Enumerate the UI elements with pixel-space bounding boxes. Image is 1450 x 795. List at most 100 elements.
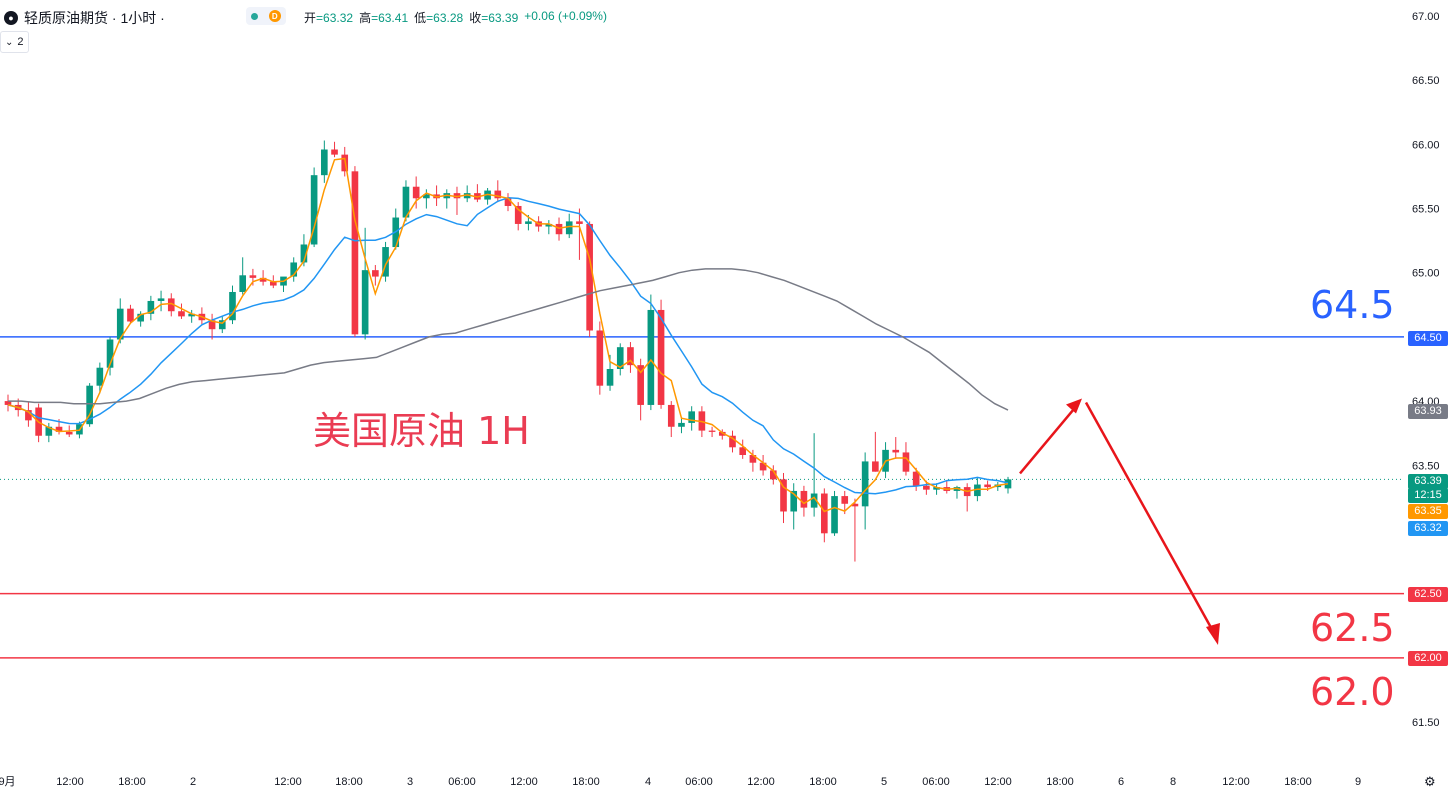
candle-body xyxy=(984,484,991,488)
x-tick-label: 18:00 xyxy=(335,776,363,788)
y-tick-label: 67.00 xyxy=(1412,11,1440,23)
support1-label: 62.5 xyxy=(1310,606,1395,650)
data-badge: D xyxy=(268,10,281,22)
candle-body xyxy=(769,470,777,480)
candle-body xyxy=(45,426,53,436)
chevron-down-icon: ⌄ xyxy=(5,36,14,48)
candle-body xyxy=(637,365,644,405)
x-tick-label: 18:00 xyxy=(118,776,146,788)
price-badge-6200: 62.00 xyxy=(1408,651,1448,666)
candle-body xyxy=(423,194,430,199)
indicator-toggle[interactable]: ⌄ 2 xyxy=(0,31,29,53)
market-status[interactable]: D xyxy=(246,7,286,25)
candle-body xyxy=(218,320,226,330)
y-tick-label: 63.50 xyxy=(1412,460,1440,472)
y-tick-label: 66.00 xyxy=(1412,139,1440,151)
candle-body xyxy=(759,462,767,471)
candle-body xyxy=(208,320,216,330)
candle-body xyxy=(565,221,573,235)
candle-body xyxy=(96,367,104,386)
candle-body xyxy=(402,186,410,218)
candle-body xyxy=(4,401,12,405)
price-badge-ma-mid: 63.32 xyxy=(1408,521,1448,536)
candle-body xyxy=(127,308,134,322)
low-value: =63.28 xyxy=(426,11,464,25)
y-tick-label: 61.50 xyxy=(1412,717,1440,729)
candle-body xyxy=(923,485,930,490)
forecast-down-arrow xyxy=(1084,401,1216,634)
candle-body xyxy=(178,311,185,317)
candle-body xyxy=(780,479,787,512)
candle-body xyxy=(463,193,471,199)
candle-body xyxy=(861,461,869,507)
high-label: 高 xyxy=(359,11,372,25)
candle-body xyxy=(576,221,583,224)
candle-body xyxy=(147,300,155,314)
candle-body xyxy=(810,493,818,508)
candle-body xyxy=(545,223,553,227)
candle-body xyxy=(514,205,522,224)
support2-label: 62.0 xyxy=(1310,670,1395,714)
forecast-down-arrowhead xyxy=(1206,622,1220,645)
x-tick-label: 06:00 xyxy=(448,776,476,788)
price-badge-current: 63.39 xyxy=(1408,474,1448,489)
candle-body xyxy=(351,171,359,335)
candle-body xyxy=(749,455,757,463)
candle-body xyxy=(729,435,736,448)
candle-body xyxy=(678,422,685,427)
candle-body xyxy=(933,487,940,490)
candle-body xyxy=(310,175,318,245)
x-tick-label: 9 xyxy=(1355,776,1361,788)
ohlc-readout: 开=63.32 高=63.41 低=63.28 收=63.39 +0.06 (+… xyxy=(304,9,607,26)
candle-body xyxy=(86,385,93,425)
x-tick-label: 3 xyxy=(407,776,413,788)
x-tick-label: 12:00 xyxy=(510,776,538,788)
candle-body xyxy=(167,298,175,312)
symbol-title[interactable]: 轻质原油期货 · 1小时 · xyxy=(24,10,165,26)
price-badge-ma-slow: 63.93 xyxy=(1408,404,1448,419)
x-tick-label: 12:00 xyxy=(1222,776,1250,788)
candle-body xyxy=(657,309,665,405)
candle-body xyxy=(259,277,267,282)
candle-body xyxy=(627,347,634,366)
x-tick-label: 06:00 xyxy=(922,776,950,788)
x-tick-label: 18:00 xyxy=(572,776,600,788)
x-tick-label: 4 xyxy=(645,776,651,788)
open-label: 开 xyxy=(304,11,317,25)
candle-body xyxy=(331,149,338,155)
candle-body xyxy=(821,493,828,534)
x-tick-label: 12:00 xyxy=(56,776,84,788)
candle-body xyxy=(586,223,593,331)
candle-body xyxy=(249,275,257,278)
change-value: +0.06 (+0.09%) xyxy=(524,9,607,23)
open-value: =63.32 xyxy=(316,11,354,25)
ma-fast-line xyxy=(7,157,1009,513)
candle-body xyxy=(116,308,124,340)
oil-drop-icon: ● xyxy=(4,11,18,25)
candle-body xyxy=(718,431,726,436)
candle-body xyxy=(606,369,614,386)
candle-body xyxy=(321,149,328,176)
price-badge-6450: 64.50 xyxy=(1408,331,1448,346)
resistance-label: 64.5 xyxy=(1310,283,1395,327)
candle-body xyxy=(269,281,277,286)
candle-body xyxy=(831,496,838,534)
y-tick-label: 65.50 xyxy=(1412,204,1440,216)
candle-body xyxy=(412,186,420,199)
candle-body xyxy=(453,193,461,199)
high-value: =63.41 xyxy=(371,11,409,25)
candle-body xyxy=(555,223,563,235)
x-tick-label: 9月 xyxy=(0,776,16,788)
price-badge-ma-fast: 63.35 xyxy=(1408,504,1448,519)
candle-body xyxy=(892,449,900,453)
x-tick-label: 5 xyxy=(881,776,887,788)
ma-slow-line xyxy=(8,268,1009,411)
candle-body xyxy=(688,411,695,423)
candle-body xyxy=(239,275,247,292)
market-open-icon xyxy=(251,12,259,20)
candle-body xyxy=(800,490,808,508)
x-tick-label: 18:00 xyxy=(1046,776,1074,788)
gear-icon[interactable]: ⚙ xyxy=(1424,774,1436,789)
